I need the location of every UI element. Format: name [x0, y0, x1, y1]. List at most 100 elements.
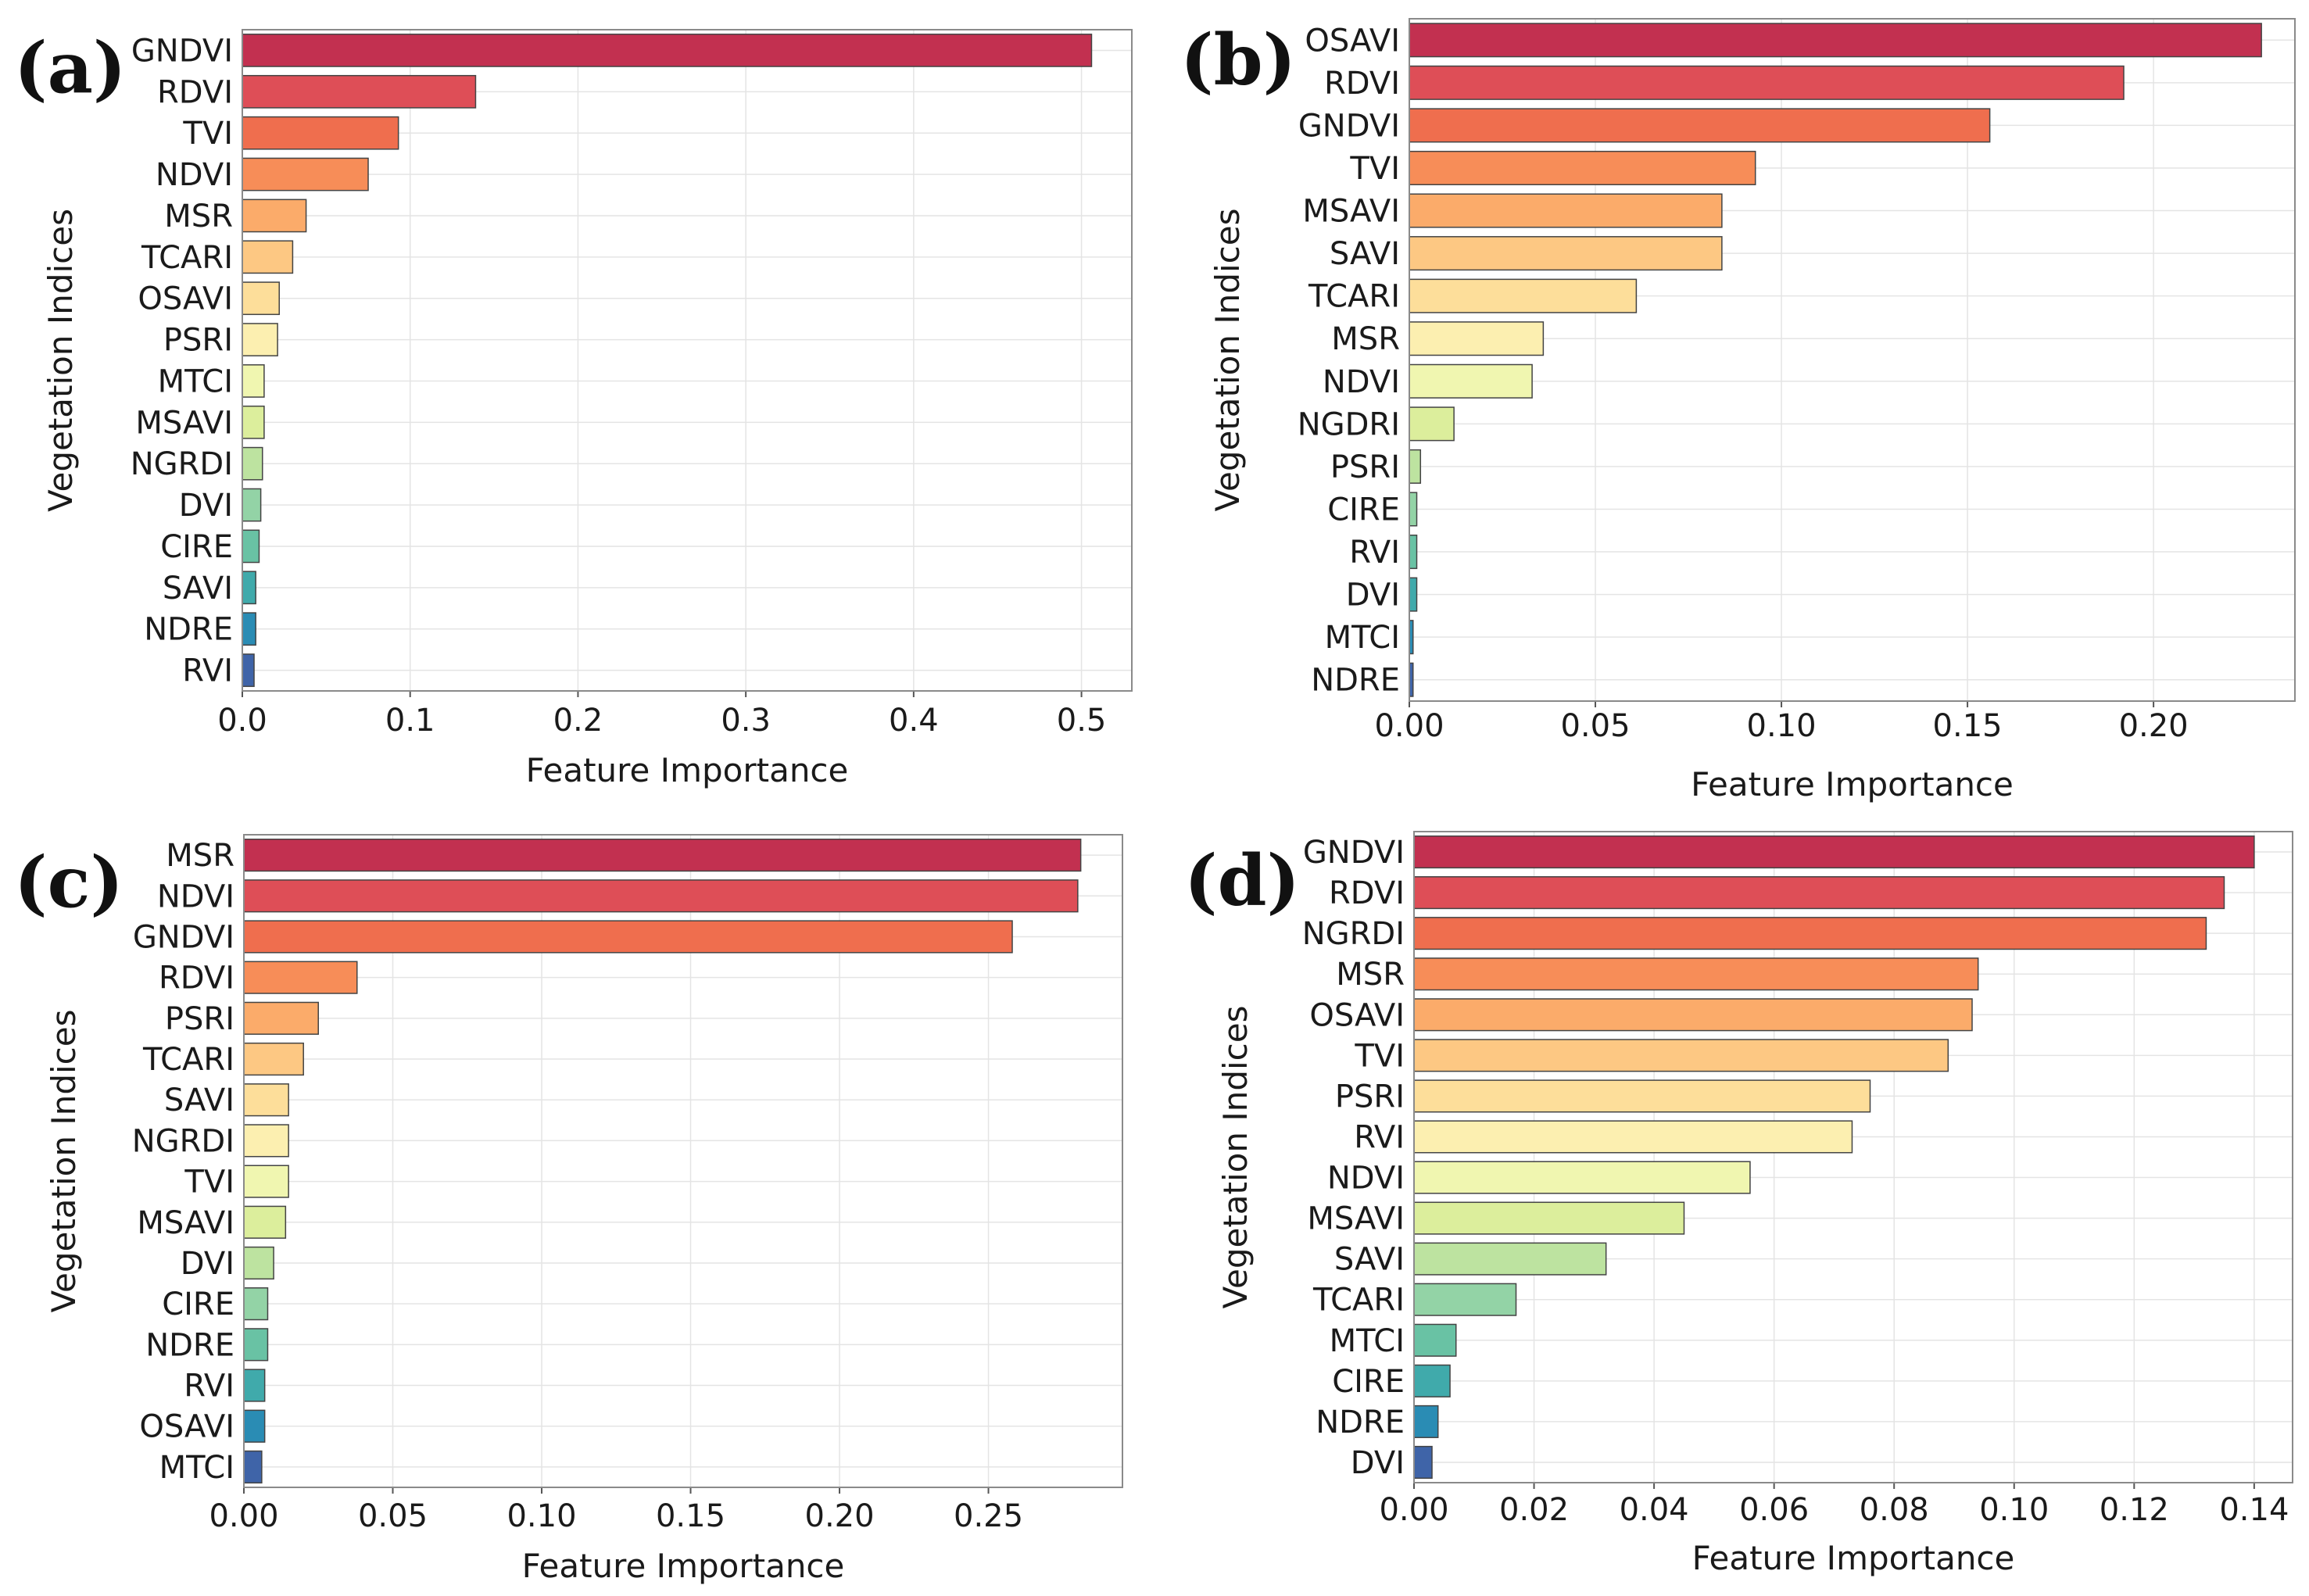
y-tick-label: NDVI — [156, 157, 233, 193]
x-tick-label: 0.08 — [1860, 1492, 1929, 1528]
y-tick-label: NDRE — [1311, 663, 1400, 699]
bar-rdvi — [1409, 65, 2125, 100]
y-axis-title: Vegetation Indices — [1216, 1006, 1255, 1309]
x-tick-label: 0.20 — [2119, 708, 2189, 744]
bar-ndvi — [243, 879, 1079, 913]
y-tick-label: NDVI — [1327, 1161, 1405, 1197]
bar-msr — [1413, 957, 1979, 991]
bar-msavi — [1409, 193, 1723, 228]
plot-frame — [1413, 831, 2293, 1483]
y-tick-label: NDVI — [1323, 364, 1400, 400]
y-tick-label: MSR — [166, 838, 234, 874]
y-tick-label: MTCI — [159, 1450, 234, 1486]
y-tick-label: OSAVI — [138, 281, 233, 317]
bar-cire — [242, 529, 260, 564]
x-tick-label: 0.05 — [358, 1498, 428, 1534]
y-tick-label: MSAVI — [135, 405, 233, 441]
y-tick-label: GNDVI — [1303, 835, 1405, 871]
bar-psri — [1413, 1079, 1871, 1113]
x-tick-label: 0.0 — [217, 703, 267, 739]
plot-frame — [1409, 18, 2296, 702]
bar-savi — [1413, 1242, 1607, 1276]
y-tick-label: MSAVI — [1302, 194, 1400, 230]
panel-c: (c) 0.00 0.05 0.10 0.15 0.20 0.25 MSR NDVI GNDVI R… — [14, 834, 1123, 1585]
y-tick-label: DVI — [181, 1246, 234, 1282]
x-tick-label: 0.5 — [1057, 703, 1107, 739]
y-tick-label: MSAVI — [137, 1205, 234, 1241]
panel-letter: (a) — [14, 27, 126, 109]
bar-msr — [243, 838, 1082, 872]
bar-rvi — [1413, 1120, 1853, 1154]
bar-mtci — [242, 364, 265, 398]
y-tick-label: RVI — [1354, 1119, 1405, 1155]
bar-ndre — [242, 612, 256, 646]
plot-frame — [242, 29, 1133, 692]
x-tick-label: 0.1 — [385, 703, 435, 739]
y-tick-label: SAVI — [1330, 236, 1400, 272]
y-tick-label: CIRE — [1327, 492, 1400, 528]
x-tick-label: 0.05 — [1560, 708, 1630, 744]
bar-gndvi — [243, 920, 1013, 954]
x-tick-label: 0.2 — [553, 703, 603, 739]
y-axis-title: Vegetation Indices — [1208, 209, 1247, 512]
y-tick-label: MTCI — [1325, 620, 1400, 656]
bar-ngrdi — [1413, 917, 2207, 950]
x-tick-label: 0.15 — [656, 1498, 725, 1534]
y-tick-label: GNDVI — [133, 919, 234, 955]
bar-ndre — [243, 1328, 269, 1362]
y-tick-label: PSRI — [1330, 449, 1400, 485]
y-axis-title: Vegetation Indices — [41, 209, 80, 512]
bar-gndvi — [1413, 835, 2255, 869]
y-tick-label: SAVI — [164, 1082, 234, 1118]
x-tick-label: 0.00 — [1379, 1492, 1448, 1528]
y-tick-label: RDVI — [159, 961, 234, 997]
y-tick-label: OSAVI — [139, 1409, 234, 1445]
y-tick-label: DVI — [1346, 578, 1400, 614]
x-tick-label: 0.10 — [1979, 1492, 2049, 1528]
bar-dvi — [1413, 1445, 1433, 1480]
bar-psri — [243, 1001, 320, 1035]
y-tick-label: CIRE — [162, 1286, 234, 1322]
y-tick-label: NGRDI — [131, 446, 233, 482]
x-tick-label: 0.4 — [889, 703, 939, 739]
y-tick-label: PSRI — [163, 323, 233, 359]
y-tick-label: MTCI — [158, 363, 233, 399]
bar-cire — [1409, 492, 1418, 527]
bar-rdvi — [1413, 876, 2225, 910]
y-tick-label: DVI — [1351, 1445, 1405, 1481]
bar-msavi — [243, 1205, 287, 1239]
bar-tvi — [243, 1165, 289, 1198]
panel-letter: (b) — [1180, 19, 1296, 102]
y-tick-label: MSR — [164, 199, 233, 234]
bar-rdvi — [242, 74, 477, 109]
bar-rvi — [243, 1369, 266, 1402]
y-tick-label: TVI — [182, 116, 233, 152]
bar-msr — [242, 199, 307, 233]
bar-mtci — [243, 1450, 263, 1484]
bar-msr — [1409, 321, 1545, 356]
y-tick-label: NGRDI — [132, 1123, 234, 1159]
y-tick-label: NDRE — [144, 612, 233, 648]
x-axis-title: Feature Importance — [1691, 765, 2014, 803]
y-tick-label: PSRI — [165, 1001, 234, 1037]
bar-ndvi — [1409, 363, 1533, 399]
bar-tcari — [243, 1042, 304, 1076]
y-tick-label: RVI — [184, 1369, 234, 1405]
panel-letter: (c) — [14, 841, 124, 924]
bar-osavi — [243, 1409, 266, 1443]
x-tick-label: 0.06 — [1739, 1492, 1809, 1528]
y-tick-label: TCARI — [142, 1042, 234, 1078]
y-tick-label: TVI — [184, 1165, 234, 1201]
bar-mtci — [1413, 1323, 1457, 1357]
y-tick-label: MSR — [1336, 957, 1405, 993]
x-axis-title: Feature Importance — [522, 1547, 845, 1585]
bar-tvi — [242, 116, 399, 150]
y-tick-label: CIRE — [160, 529, 233, 565]
x-axis-title: Feature Importance — [526, 751, 849, 789]
bar-osavi — [242, 281, 280, 316]
bar-rdvi — [243, 961, 358, 994]
y-tick-label: NDVI — [157, 879, 234, 914]
y-tick-label: GNDVI — [131, 33, 233, 69]
x-tick-label: 0.12 — [2100, 1492, 2169, 1528]
bar-osavi — [1413, 998, 1973, 1032]
